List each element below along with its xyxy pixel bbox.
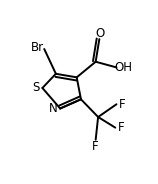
Text: O: O [95, 27, 105, 40]
Text: F: F [119, 98, 126, 111]
Text: OH: OH [115, 61, 133, 74]
Text: N: N [49, 102, 58, 115]
Text: F: F [92, 140, 99, 153]
Text: F: F [118, 121, 125, 134]
Text: S: S [32, 82, 39, 94]
Text: Br: Br [31, 41, 44, 54]
